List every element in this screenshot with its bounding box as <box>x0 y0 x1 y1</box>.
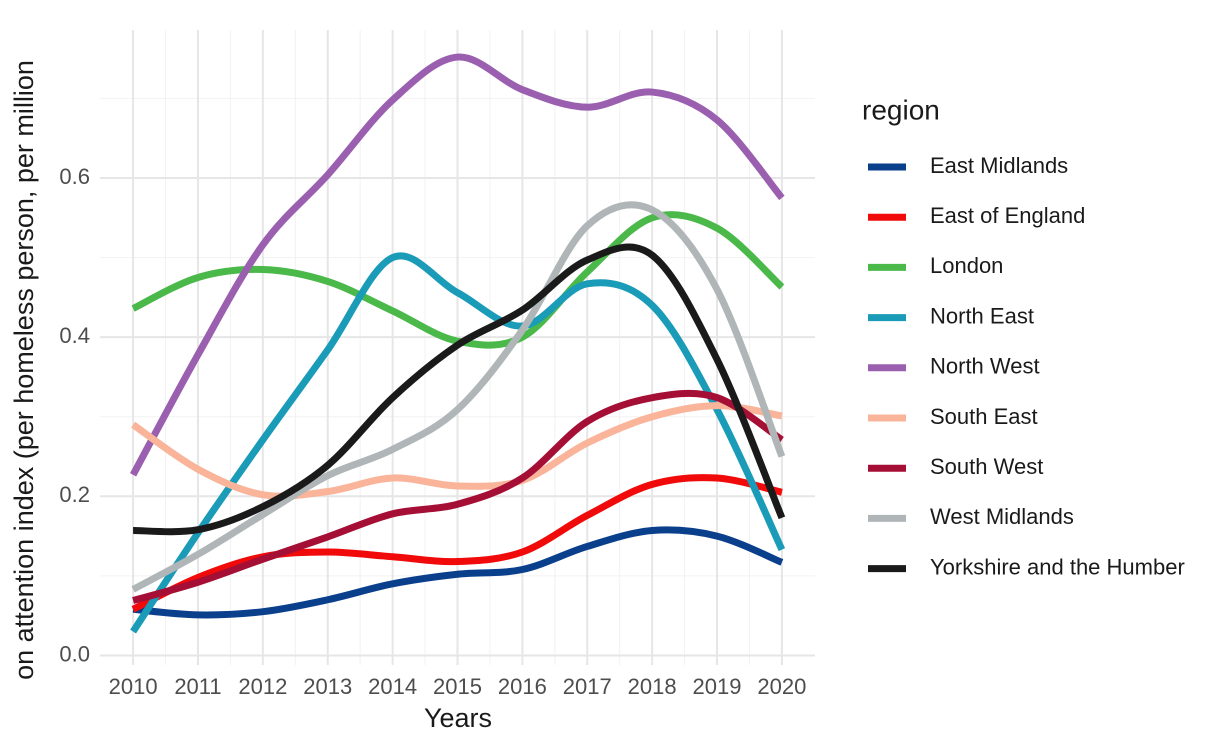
y-tick-label: 0.0 <box>59 641 90 666</box>
legend-label: West Midlands <box>930 504 1074 529</box>
x-tick-label: 2017 <box>563 674 612 699</box>
x-tick-label: 2014 <box>368 674 417 699</box>
x-tick-label: 2012 <box>238 674 287 699</box>
x-tick-label: 2011 <box>174 674 221 699</box>
legend-label: East Midlands <box>930 153 1068 178</box>
x-tick-label: 2019 <box>693 674 742 699</box>
legend-label: South East <box>930 404 1038 429</box>
x-tick-label: 2013 <box>303 674 352 699</box>
x-tick-label: 2016 <box>498 674 547 699</box>
line <box>131 474 783 613</box>
x-tick-label: 2020 <box>757 674 806 699</box>
x-tick-label: 2018 <box>628 674 677 699</box>
legend-label: East of England <box>930 203 1085 228</box>
y-tick-label: 0.2 <box>59 482 90 507</box>
legend-label: London <box>930 253 1003 278</box>
legend-label: North East <box>930 303 1034 328</box>
line <box>132 526 784 619</box>
x-tick-label: 2015 <box>433 674 482 699</box>
line <box>132 389 784 604</box>
y-tick-label: 0.6 <box>59 164 90 189</box>
y-tick-label: 0.4 <box>59 323 90 348</box>
legend-label: North West <box>930 354 1040 379</box>
legend-label: Yorkshire and the Humber <box>930 554 1185 579</box>
x-tick-label: 2010 <box>109 674 158 699</box>
y-axis-title: on attention index (per homeless person,… <box>9 60 39 680</box>
x-axis-title: Years <box>424 703 492 733</box>
line <box>130 252 786 634</box>
line <box>131 201 786 593</box>
legend-label: South West <box>930 454 1043 479</box>
line <box>130 53 785 477</box>
legend-title: region <box>862 94 940 125</box>
line <box>131 402 783 500</box>
line <box>133 243 786 536</box>
